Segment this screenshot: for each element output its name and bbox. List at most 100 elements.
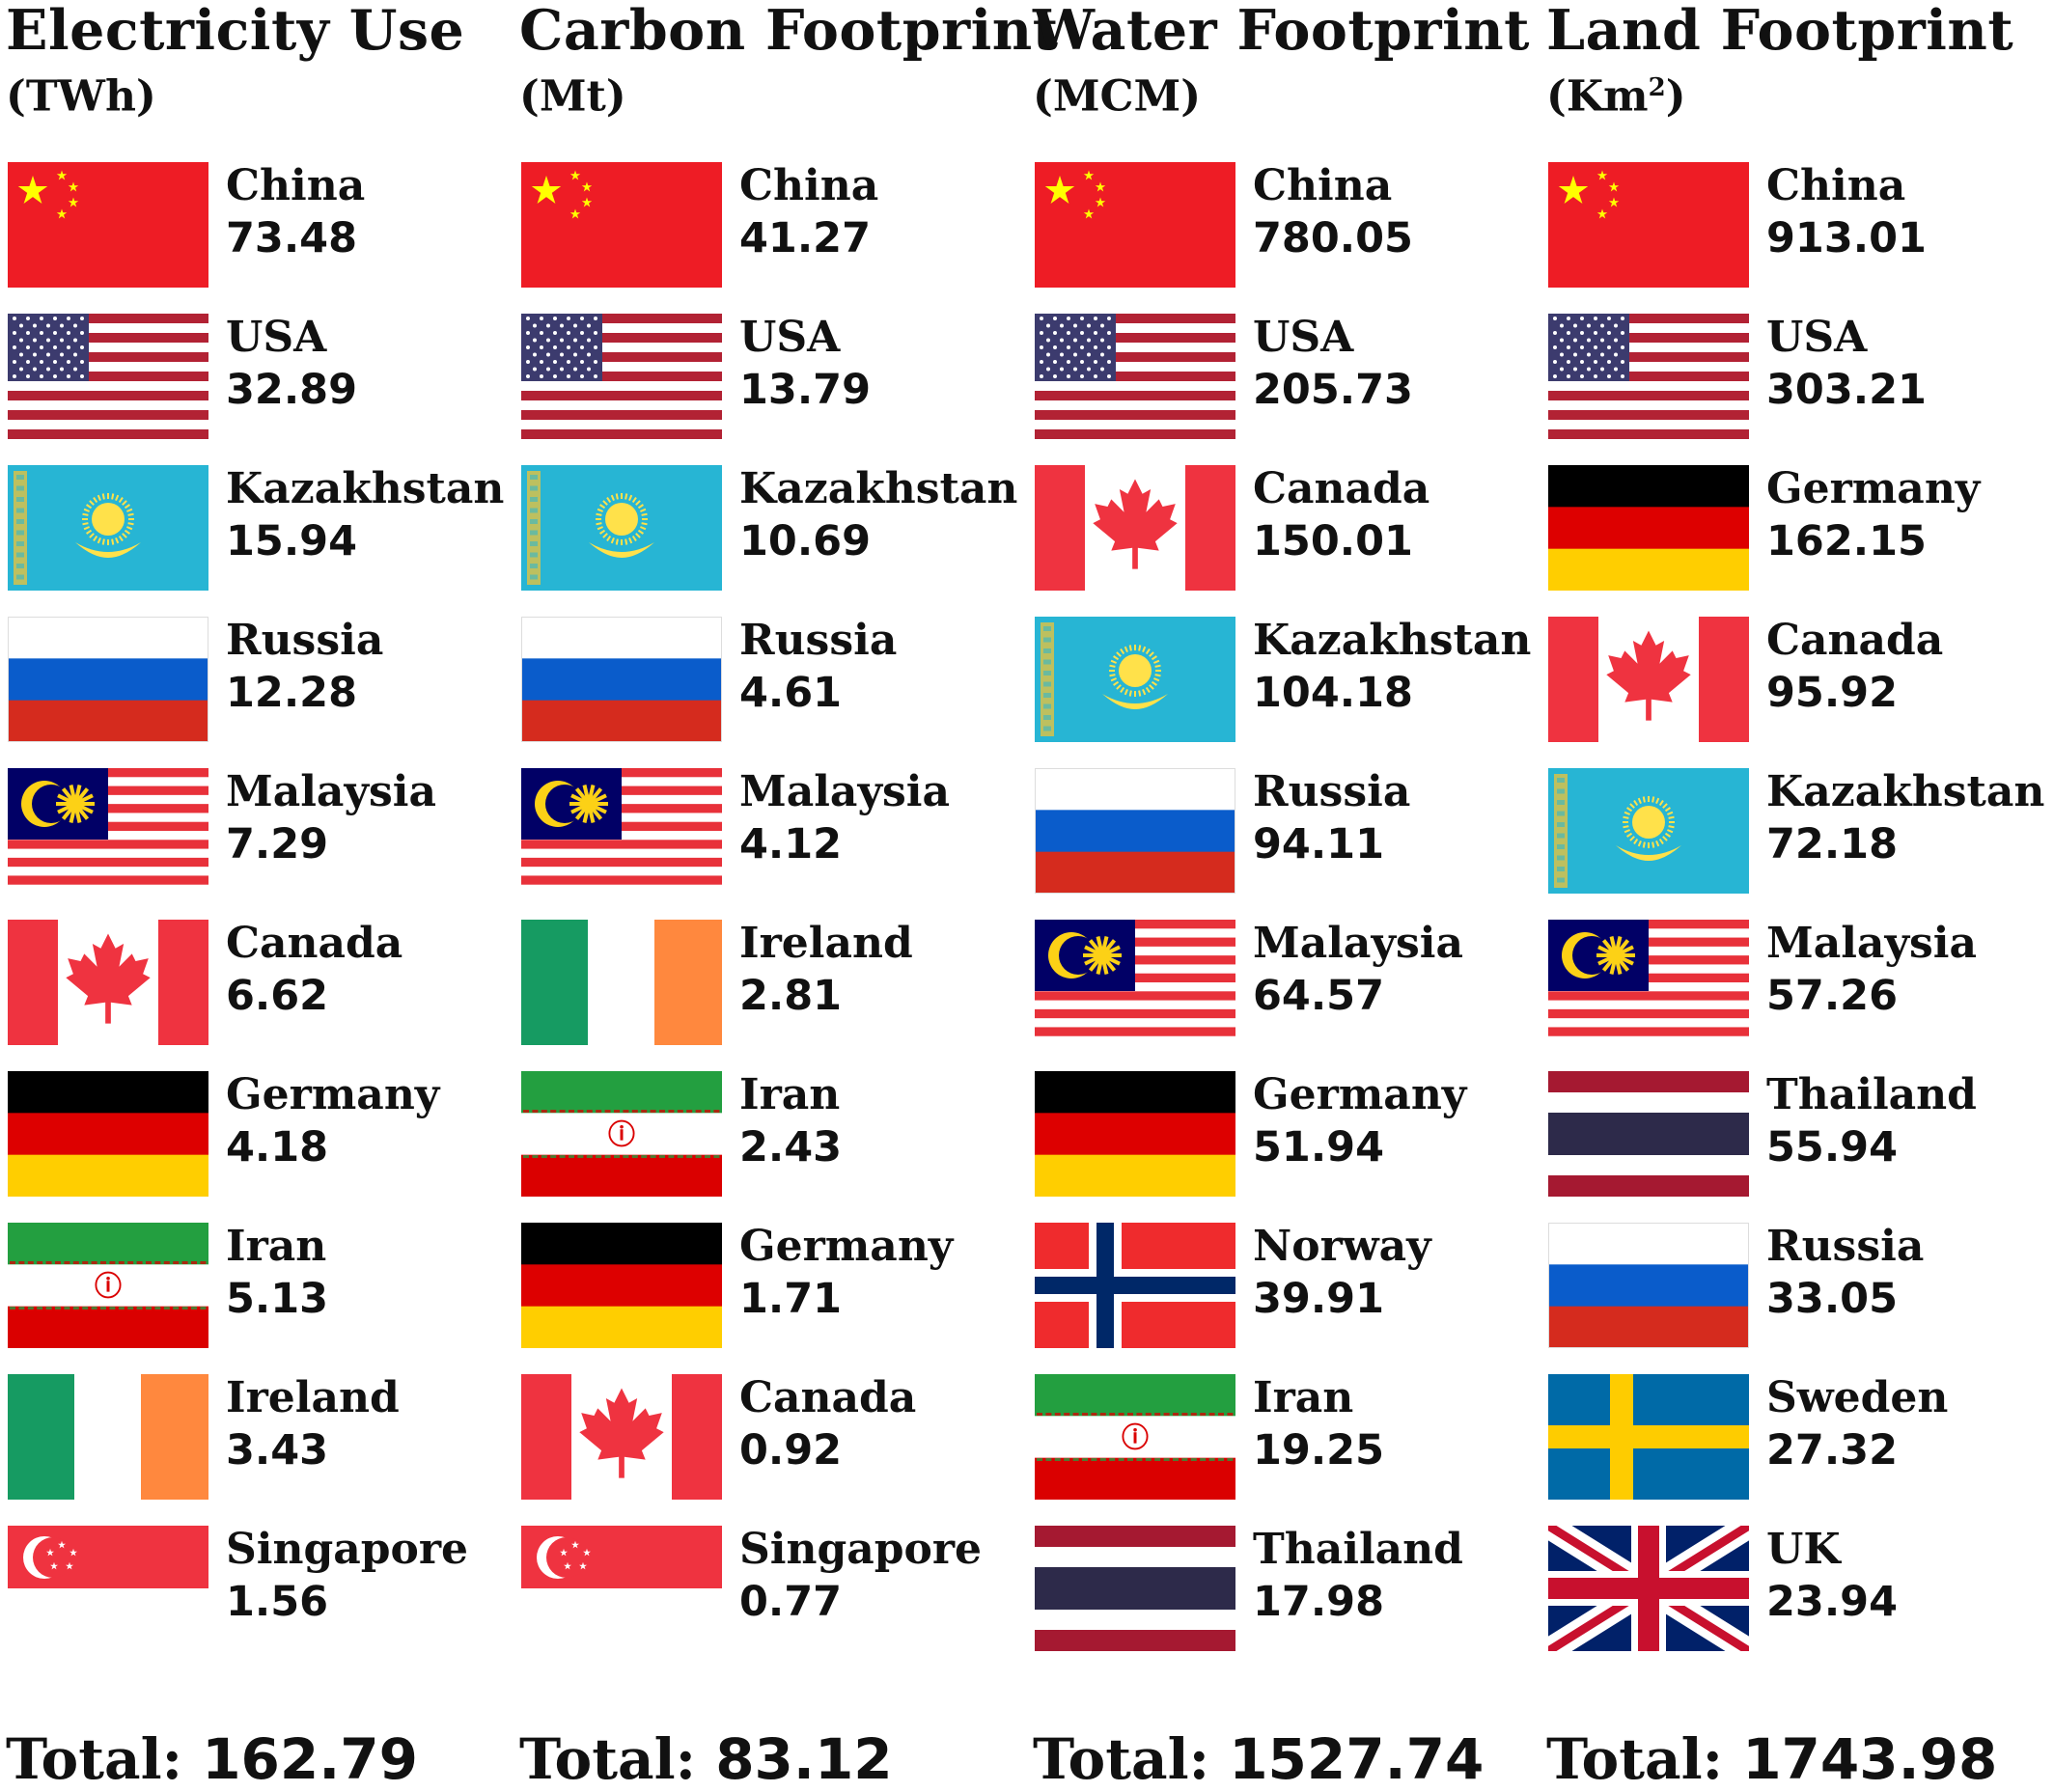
germany-flag-icon-artwork: [8, 1071, 208, 1197]
country-row-5: Kazakhstan 72.18: [1540, 767, 2054, 903]
metric-panel-4: Land Footprint (Km2) China 913.01 USA 30…: [1540, 0, 2054, 1791]
country-name: Canada: [1766, 616, 1944, 665]
country-value: 19.25: [1253, 1426, 1385, 1475]
country-name: China: [739, 161, 879, 210]
russia-flag-icon-artwork: [8, 617, 208, 742]
country-name: Russia: [1253, 767, 1411, 816]
metric-unit: (MCM): [1033, 64, 1530, 122]
unit-superscript: 2: [1648, 73, 1666, 102]
country-value: 73.48: [226, 214, 358, 262]
country-value: 1.56: [226, 1578, 329, 1626]
country-name: USA: [739, 313, 841, 362]
country-value: 55.94: [1766, 1123, 1899, 1172]
china-flag-icon-artwork: [8, 162, 208, 288]
country-value: 6.62: [226, 972, 329, 1020]
ireland-flag-icon: [521, 920, 722, 1045]
country-name: Germany: [1766, 464, 1981, 513]
kazakhstan-flag-icon-artwork: [521, 465, 722, 591]
country-row-10: Singapore 1.56: [0, 1525, 514, 1661]
country-row-6: Ireland 2.81: [514, 919, 1027, 1055]
country-row-1: China 73.48: [0, 161, 514, 297]
usa-flag-icon-artwork: [8, 314, 208, 439]
country-name: Germany: [226, 1070, 440, 1119]
country-name: Thailand: [1766, 1070, 1977, 1119]
country-value: 205.73: [1253, 366, 1413, 414]
norway-flag-icon: [1035, 1223, 1235, 1348]
country-value: 51.94: [1253, 1123, 1385, 1172]
country-row-4: Canada 95.92: [1540, 616, 2054, 752]
country-name: Canada: [1253, 464, 1430, 513]
country-row-10: Thailand 17.98: [1027, 1525, 1540, 1661]
country-row-3: Kazakhstan 10.69: [514, 464, 1027, 600]
china-flag-icon-artwork: [1548, 162, 1749, 288]
singapore-flag-icon: [521, 1526, 722, 1651]
china-flag-icon: [1548, 162, 1749, 288]
germany-flag-icon-artwork: [1035, 1071, 1235, 1197]
usa-flag-icon: [521, 314, 722, 439]
country-row-7: Thailand 55.94: [1540, 1070, 2054, 1206]
country-row-9: Ireland 3.43: [0, 1373, 514, 1509]
country-row-4: Russia 12.28: [0, 616, 514, 752]
unit-prefix: (Mt): [519, 71, 626, 122]
germany-flag-icon: [1548, 465, 1749, 591]
country-value: 5.13: [226, 1275, 329, 1323]
country-row-8: Russia 33.05: [1540, 1222, 2054, 1358]
unit-prefix: (TWh): [6, 71, 156, 122]
total-value: 162.79: [202, 1726, 419, 1792]
metric-unit: (Km2): [1546, 64, 2013, 122]
panel-total: Total: 1527.74: [1033, 1727, 1484, 1791]
country-row-5: Malaysia 4.12: [514, 767, 1027, 903]
panel-header: Land Footprint (Km2): [1546, 0, 2013, 122]
metric-unit: (TWh): [6, 64, 464, 122]
canada-flag-icon: [521, 1374, 722, 1500]
iran-flag-icon-artwork: ⓘ: [8, 1223, 208, 1348]
country-value: 41.27: [739, 214, 872, 262]
metric-panel-2: Carbon Footprint (Mt) China 41.27 USA 13…: [514, 0, 1058, 1792]
russia-flag-icon-artwork: [1548, 1223, 1749, 1348]
country-value: 17.98: [1253, 1578, 1385, 1626]
total-value: 83.12: [715, 1726, 893, 1792]
country-name: USA: [1766, 313, 1868, 362]
country-row-2: USA 13.79: [514, 313, 1027, 449]
country-value: 303.21: [1766, 366, 1927, 414]
country-row-3: Canada 150.01: [1027, 464, 1540, 600]
metric-panel-3: Water Footprint (MCM) China 780.05 USA 2…: [1027, 0, 1540, 1791]
country-row-6: Canada 6.62: [0, 919, 514, 1055]
country-value: 0.77: [739, 1578, 843, 1626]
uk-flag-icon-artwork: [1548, 1526, 1749, 1651]
svg-text:ⓘ: ⓘ: [608, 1118, 635, 1150]
thailand-flag-icon-artwork: [1548, 1071, 1749, 1197]
canada-flag-icon-artwork: [521, 1374, 722, 1500]
malaysia-flag-icon: [1035, 920, 1235, 1045]
country-row-10: Singapore 0.77: [514, 1525, 1027, 1661]
thailand-flag-icon-artwork: [1035, 1526, 1235, 1651]
usa-flag-icon-artwork: [1035, 314, 1235, 439]
iran-flag-icon: ⓘ: [521, 1071, 722, 1197]
canada-flag-icon: [1548, 617, 1749, 742]
country-name: USA: [226, 313, 327, 362]
iran-flag-icon: ⓘ: [8, 1223, 208, 1348]
kazakhstan-flag-icon: [8, 465, 208, 591]
canada-flag-icon-artwork: [1035, 465, 1235, 591]
country-name: Singapore: [739, 1525, 983, 1574]
country-name: Singapore: [226, 1525, 469, 1574]
iran-flag-icon-artwork: ⓘ: [521, 1071, 722, 1197]
country-name: UK: [1766, 1525, 1841, 1574]
country-row-3: Germany 162.15: [1540, 464, 2054, 600]
country-value: 3.43: [226, 1426, 329, 1475]
svg-text:ⓘ: ⓘ: [1122, 1421, 1149, 1453]
country-value: 2.43: [739, 1123, 843, 1172]
malaysia-flag-icon: [521, 768, 722, 894]
total-label: Total:: [519, 1726, 716, 1792]
germany-flag-icon-artwork: [521, 1223, 722, 1348]
usa-flag-icon: [1548, 314, 1749, 439]
canada-flag-icon-artwork: [1548, 617, 1749, 742]
country-row-7: Germany 4.18: [0, 1070, 514, 1206]
malaysia-flag-icon: [1548, 920, 1749, 1045]
china-flag-icon: [1035, 162, 1235, 288]
germany-flag-icon: [521, 1223, 722, 1348]
panel-header: Electricity Use (TWh): [6, 0, 464, 122]
metric-title: Carbon Footprint: [519, 0, 1059, 63]
country-value: 15.94: [226, 517, 358, 565]
country-value: 2.81: [739, 972, 843, 1020]
